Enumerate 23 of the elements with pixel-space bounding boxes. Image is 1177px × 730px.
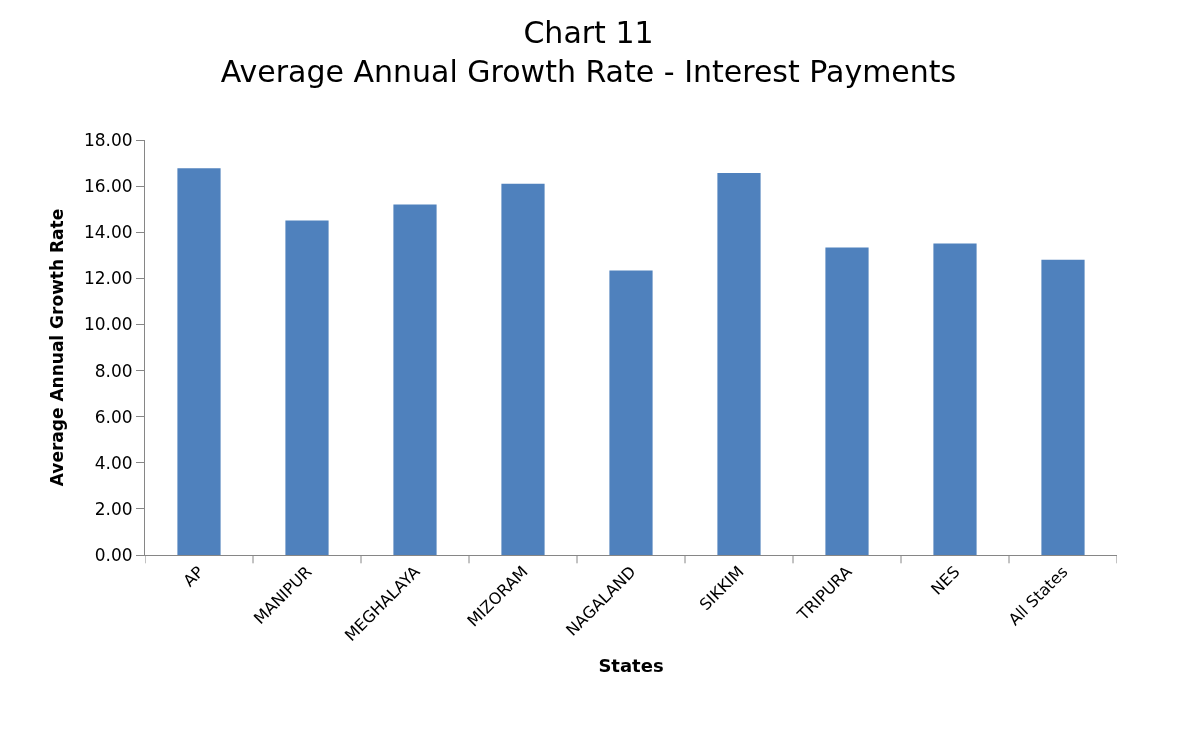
y-tick-label: 14.00 — [83, 222, 133, 243]
y-tick-label: 16.00 — [83, 176, 133, 197]
bar — [825, 247, 869, 555]
bar — [717, 172, 761, 555]
bar — [177, 168, 221, 555]
x-axis-title: States — [598, 654, 664, 676]
y-tick-label: 2.00 — [94, 498, 133, 519]
bar — [1041, 259, 1085, 555]
bar — [501, 183, 545, 555]
chart-title: Chart 11 Average Annual Growth Rate - Interest Payments — [220, 15, 957, 90]
y-tick-label: 18.00 — [83, 129, 133, 150]
bar — [285, 220, 329, 555]
y-axis-title: Average Annual Growth Rate — [47, 208, 68, 487]
y-tick-label: 6.00 — [94, 406, 133, 427]
bar — [933, 243, 977, 555]
y-tick-label: 12.00 — [83, 268, 133, 289]
y-tick-label: 10.00 — [83, 314, 133, 335]
bar — [609, 270, 653, 555]
x-tick-label: AP — [179, 562, 208, 591]
y-tick-label: 8.00 — [94, 360, 133, 381]
y-tick-label: 0.00 — [94, 544, 133, 565]
bar — [393, 204, 437, 555]
y-tick-label: 4.00 — [94, 452, 133, 473]
